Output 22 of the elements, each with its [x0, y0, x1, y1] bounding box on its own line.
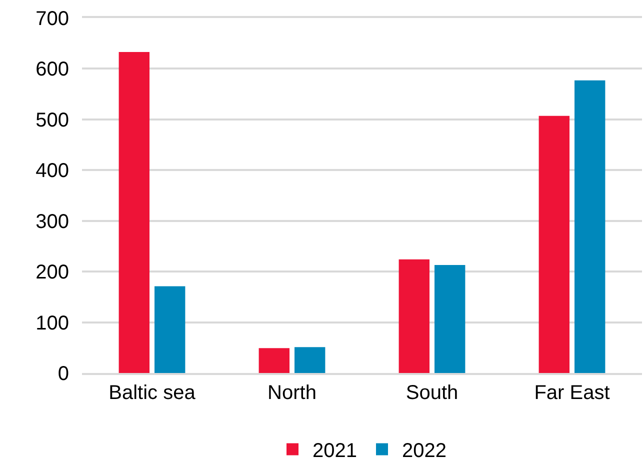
bar — [398, 259, 430, 373]
bar — [294, 347, 326, 373]
bar — [258, 348, 290, 373]
bar — [154, 286, 186, 373]
legend-label: 2021 — [312, 440, 357, 462]
x-tick-label: South — [406, 382, 458, 404]
x-tick-label: Far East — [534, 382, 610, 404]
y-tick-label: 700 — [36, 8, 69, 30]
bar — [118, 52, 150, 373]
x-tick-label: Baltic sea — [108, 382, 196, 404]
bar — [574, 80, 606, 373]
y-tick-label: 500 — [36, 109, 69, 132]
y-tick-label: 0 — [58, 363, 69, 385]
y-tick-label: 200 — [36, 262, 69, 284]
y-tick-label: 400 — [36, 160, 69, 182]
legend-label: 2022 — [402, 440, 446, 462]
y-tick-label: 600 — [36, 58, 69, 81]
y-tick-label: 300 — [36, 210, 69, 233]
bar — [434, 264, 466, 373]
bar — [538, 116, 570, 373]
x-tick-label: North — [268, 382, 316, 404]
y-tick-label: 100 — [36, 312, 69, 334]
